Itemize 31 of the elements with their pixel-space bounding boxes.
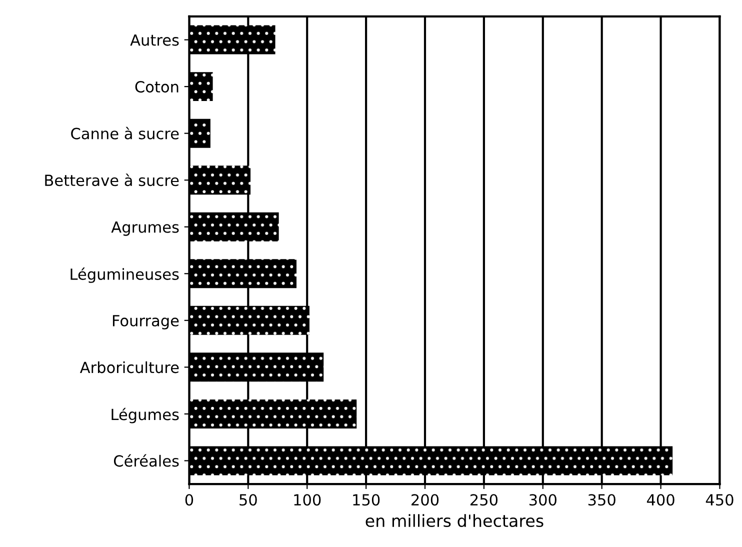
x-tick-label: 400 (646, 494, 674, 506)
y-tick-label: Légumes (112, 408, 179, 424)
x-axis-title: en milliers d'hectares (366, 514, 544, 528)
y-tick-label: Betterave à sucre (45, 174, 179, 186)
x-tick-label: 200 (412, 494, 439, 506)
x-tick-label: 150 (353, 494, 380, 506)
bar (189, 259, 296, 288)
bar (189, 166, 251, 195)
bar (189, 118, 210, 148)
x-tick-label: 100 (294, 494, 321, 506)
x-tick-label: 250 (470, 494, 498, 506)
x-tick-label: 450 (706, 494, 734, 506)
y-tick-label: Canne à sucre (71, 126, 179, 140)
y-tick-label: Arboriculture (80, 361, 179, 374)
bar (189, 399, 357, 428)
x-tick-label: 50 (240, 494, 257, 506)
y-tick-label: Céréales (114, 454, 179, 467)
bar (189, 72, 213, 102)
y-tick-label: Agrumes (111, 222, 179, 236)
bar (189, 352, 324, 382)
x-tick-label: 300 (529, 494, 556, 506)
bar (189, 446, 673, 476)
x-tick-label: 0 (185, 494, 194, 506)
bar (189, 212, 279, 242)
y-tick-label: Autres (130, 34, 179, 46)
y-tick-label: Fourrage (112, 315, 179, 330)
bar (189, 306, 310, 335)
y-tick-label: Coton (135, 81, 178, 93)
x-tick-label: 350 (588, 494, 616, 506)
bar (189, 25, 276, 54)
y-tick-label: Légumineuses (70, 268, 179, 283)
